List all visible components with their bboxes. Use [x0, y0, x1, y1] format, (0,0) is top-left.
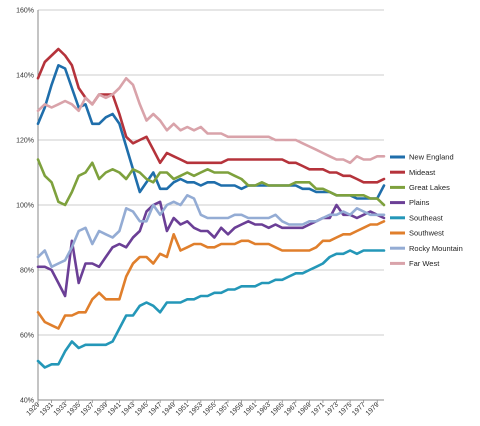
x-tick-label: 1969 — [297, 401, 313, 417]
x-tick-label: 1931 — [39, 401, 55, 417]
x-tick-label: 1979 — [365, 401, 381, 417]
x-tick-label: 1935 — [66, 401, 82, 417]
series-line-great-lakes — [36, 158, 386, 207]
legend-label: Southeast — [409, 213, 444, 222]
series-line-southwest — [36, 220, 386, 330]
x-tick-label: 1967 — [283, 401, 299, 417]
x-tick-label: 1965 — [270, 401, 286, 417]
x-tick-label: 1963 — [256, 401, 272, 417]
series-line-far-west — [36, 77, 386, 165]
legend-label: Plains — [409, 198, 430, 207]
grid-lines — [38, 9, 384, 401]
legend-item-great-lakes: Great Lakes — [390, 183, 450, 192]
legend: New England Mideast Great Lakes Plains South… — [390, 153, 463, 268]
legend-item-far-west: Far West — [390, 259, 440, 268]
series-line-new-england — [36, 64, 386, 200]
x-tick-label: 1973 — [324, 401, 340, 417]
legend-label: Mideast — [409, 168, 436, 177]
x-tick-label: 1959 — [229, 401, 245, 417]
x-tick-label: 1941 — [107, 401, 123, 417]
series-lines — [36, 47, 386, 369]
y-tick-label: 160% — [16, 8, 34, 15]
legend-label: Rocky Mountain — [409, 244, 463, 253]
x-tick-label: 1961 — [243, 401, 259, 417]
legend-label: Southwest — [409, 229, 445, 238]
y-axis-ticks: 40% 60% 80% 100% 120% 140% 160% — [16, 8, 34, 405]
legend-item-plains: Plains — [390, 198, 430, 207]
x-tick-label: 1953 — [188, 401, 204, 417]
x-tick-label: 1955 — [202, 401, 218, 417]
legend-item-southwest: Southwest — [390, 229, 445, 238]
x-tick-label: 1957 — [215, 401, 231, 417]
series-line-southeast — [36, 249, 386, 369]
y-tick-label: 40% — [20, 398, 34, 405]
y-tick-label: 100% — [16, 203, 34, 210]
y-tick-label: 80% — [20, 268, 34, 275]
y-tick-label: 120% — [16, 138, 34, 145]
x-tick-label: 1947 — [148, 401, 164, 417]
series-line-rocky-mountain — [36, 194, 386, 269]
x-tick-label: 1933 — [53, 401, 69, 417]
x-tick-label: 1937 — [80, 401, 96, 417]
y-tick-label: 140% — [16, 73, 34, 80]
x-tick-label: 1977 — [351, 401, 367, 417]
legend-item-rocky-mountain: Rocky Mountain — [390, 244, 463, 253]
x-tick-label: 1971 — [310, 401, 326, 417]
x-tick-label: 1975 — [338, 401, 354, 417]
legend-item-southeast: Southeast — [390, 213, 444, 222]
x-axis-ticks: 1929193119331935193719391941194319451947… — [25, 400, 381, 417]
x-tick-label: 1951 — [175, 401, 191, 417]
legend-item-new-england: New England — [390, 153, 454, 162]
legend-item-mideast: Mideast — [390, 168, 436, 177]
x-tick-label: 1949 — [161, 401, 177, 417]
legend-label: New England — [409, 153, 454, 162]
x-tick-label: 1943 — [120, 401, 136, 417]
y-tick-label: 60% — [20, 333, 34, 340]
legend-label: Great Lakes — [409, 183, 450, 192]
series-line-plains — [36, 200, 386, 298]
legend-label: Far West — [409, 259, 440, 268]
x-tick-label: 1945 — [134, 401, 150, 417]
x-tick-label: 1939 — [93, 401, 109, 417]
